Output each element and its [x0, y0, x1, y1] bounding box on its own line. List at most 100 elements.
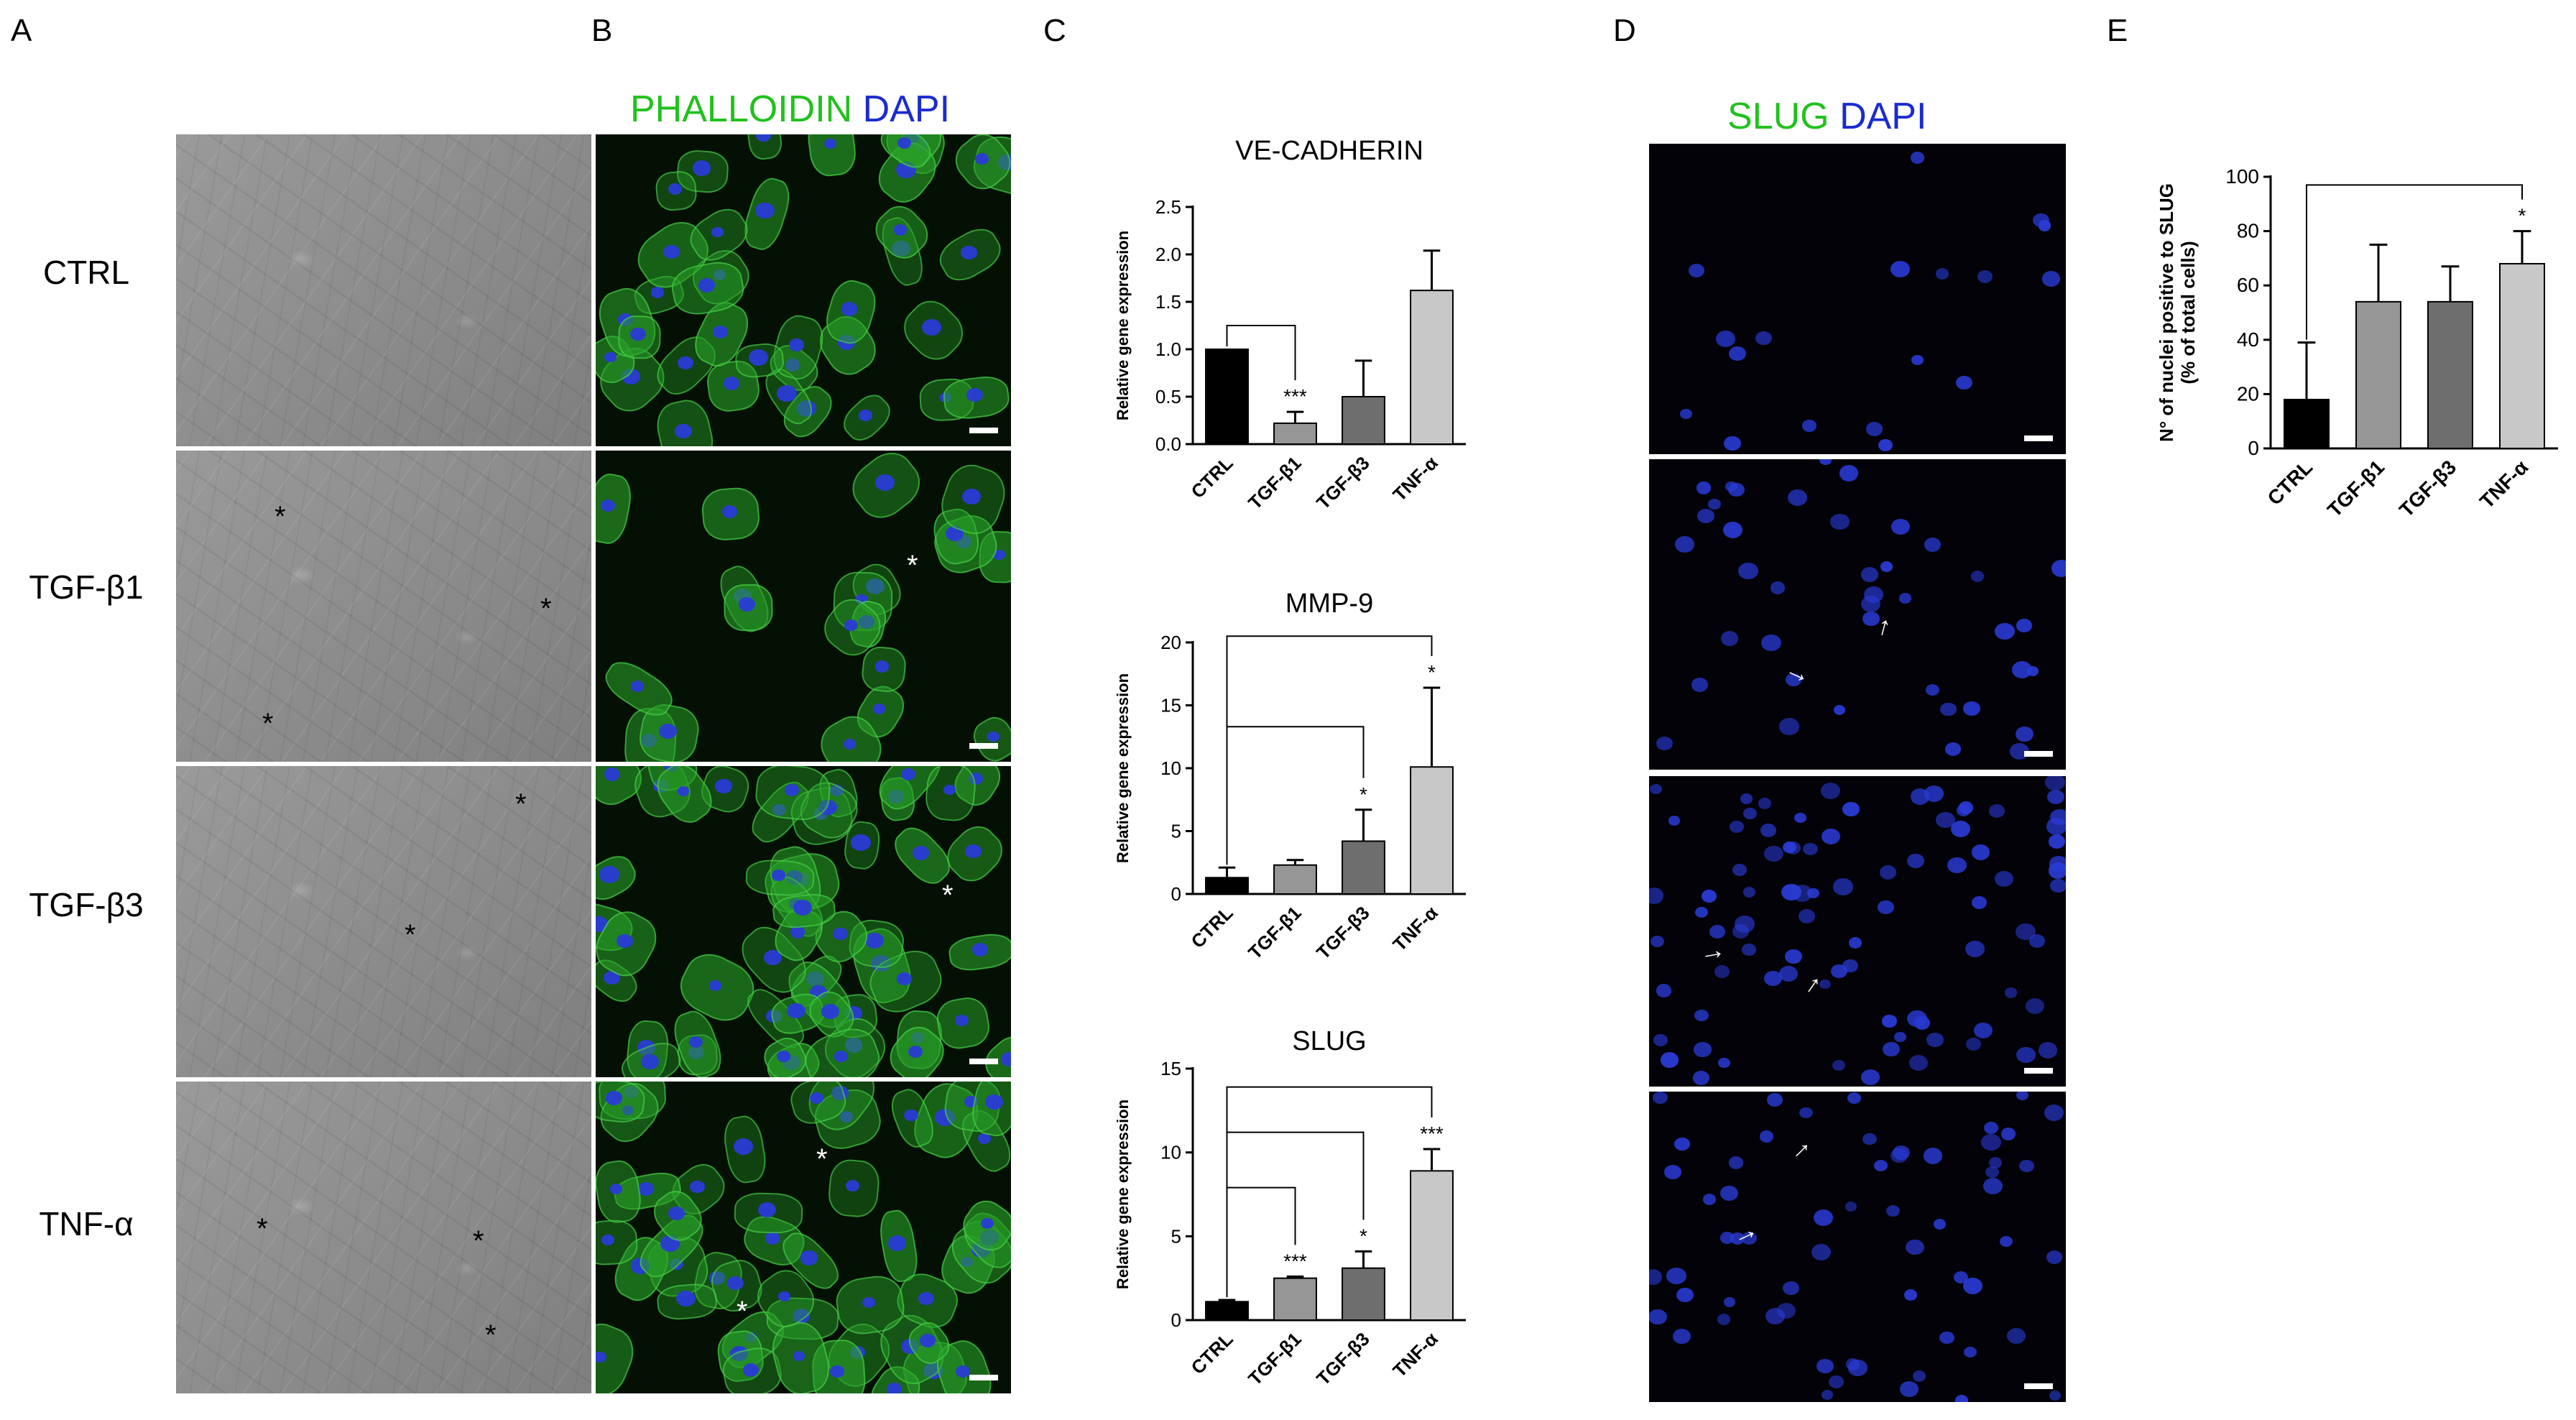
- nucleus: [1971, 844, 1990, 861]
- nucleus: [1883, 1041, 1901, 1056]
- nucleus: [1764, 845, 1783, 862]
- nucleus: [787, 1002, 805, 1019]
- nucleus: [872, 704, 886, 715]
- nucleus: [1842, 801, 1860, 817]
- nucleus: [758, 1202, 777, 1218]
- category-label: TNF-α: [1388, 1328, 1441, 1381]
- nucleus: [1764, 970, 1783, 986]
- nucleus: [1708, 499, 1721, 510]
- nucleus: [1696, 508, 1715, 524]
- nucleus: [630, 328, 646, 341]
- nucleus: [844, 1038, 862, 1053]
- nucleus: [839, 1111, 853, 1122]
- y-tick-label: 40: [2237, 328, 2259, 351]
- cell-body: [651, 395, 719, 446]
- nucleus: [714, 778, 733, 794]
- nucleus: [1680, 409, 1693, 420]
- nucleus: [1737, 562, 1758, 580]
- y-tick-label: 20: [1160, 632, 1181, 653]
- bar: [2499, 262, 2545, 450]
- nucleus: [772, 803, 786, 816]
- nucleus: [1709, 925, 1725, 939]
- nucleus: [1785, 949, 1802, 964]
- nucleus: [1862, 612, 1880, 627]
- nucleus: [1732, 863, 1747, 876]
- nucleus: [659, 723, 678, 739]
- nucleus: [1906, 1240, 1924, 1255]
- y-axis-label-2: (% of total cells): [2177, 241, 2199, 384]
- row-label-tgfb1: TGF-β1: [29, 568, 144, 606]
- category-label: TGF-β1: [1244, 452, 1306, 514]
- nucleus: [2025, 998, 2044, 1015]
- nucleus: [1783, 1281, 1800, 1296]
- nucleus: [1766, 1093, 1783, 1107]
- nucleus: [844, 619, 859, 631]
- nucleus: [1814, 1209, 1834, 1226]
- nucleus: [724, 377, 740, 391]
- nucleus: [1912, 1370, 1926, 1382]
- nucleus: [2049, 834, 2066, 849]
- nucleus: [843, 739, 856, 750]
- phalloidin-image-tgfb1: *: [596, 451, 1011, 762]
- chart-slug-nuclei: 0 20 40 60 80 100 N° of nuclei positive to SLU…: [2156, 165, 2558, 522]
- nucleus: [2016, 1092, 2028, 1101]
- panel-letter-e: E: [2107, 13, 2128, 48]
- nucleus: [1776, 1302, 1796, 1319]
- nucleus: [637, 1040, 655, 1056]
- nucleus: [1907, 1010, 1927, 1028]
- nucleus: [2045, 776, 2066, 791]
- y-tick-label: 0: [2248, 437, 2259, 459]
- nucleus: [2046, 818, 2066, 835]
- nucleus: [1981, 1133, 2002, 1151]
- nucleus: [1696, 481, 1712, 495]
- chart-title: VE-CADHERIN: [1235, 136, 1423, 166]
- bar: [1342, 396, 1385, 445]
- nucleus: [1798, 908, 1816, 923]
- nucleus: [796, 400, 816, 417]
- arrow-marker: →: [1781, 653, 1817, 691]
- nucleus: [871, 954, 891, 972]
- nucleus: [1848, 937, 1862, 949]
- nucleus: [1770, 581, 1786, 594]
- nucleus: [901, 767, 916, 781]
- slug-image-tgfb3: → →: [1649, 776, 2066, 1087]
- nucleus: [1995, 622, 2015, 640]
- nucleus: [1865, 421, 1883, 437]
- nucleus: [1988, 1157, 2003, 1168]
- scale-bar: [969, 1375, 998, 1380]
- y-tick-label: 80: [2237, 220, 2259, 242]
- arrow-marker: →: [1862, 610, 1897, 643]
- nucleus: [1935, 811, 1955, 829]
- category-label: TGF-β3: [1312, 1328, 1374, 1390]
- significance-bracket: [1226, 1086, 1433, 1297]
- nucleus: [830, 1365, 844, 1378]
- significance-label: *: [1359, 783, 1367, 806]
- nucleus: [2016, 726, 2033, 742]
- nucleus: [875, 660, 890, 673]
- nucleus: [1861, 567, 1879, 583]
- nucleus: [1691, 677, 1709, 692]
- nucleus: [946, 526, 964, 542]
- nucleus: [792, 1309, 810, 1324]
- nucleus: [2046, 790, 2064, 805]
- nucleus: [596, 1351, 606, 1363]
- phalloidin-image-tnfa: * *: [596, 1082, 1011, 1393]
- nucleus: [851, 834, 871, 852]
- nucleus: [1956, 804, 1971, 817]
- nucleus: [1656, 984, 1672, 997]
- nucleus: [668, 1206, 685, 1221]
- nucleus: [793, 1351, 805, 1361]
- nucleus: [610, 1184, 623, 1194]
- nucleus: [897, 972, 912, 985]
- nucleus: [1939, 1331, 1954, 1345]
- nucleus: [622, 1105, 634, 1115]
- nucleus: [1741, 1232, 1757, 1245]
- nucleus: [1964, 1346, 1977, 1358]
- nucleus: [721, 505, 737, 518]
- nucleus: [921, 318, 942, 336]
- asterisk-marker: *: [274, 501, 286, 532]
- bar: [1273, 422, 1317, 445]
- nucleus: [1761, 634, 1781, 651]
- y-axis-label: Relative gene expression: [1114, 673, 1132, 863]
- bar: [2427, 300, 2473, 449]
